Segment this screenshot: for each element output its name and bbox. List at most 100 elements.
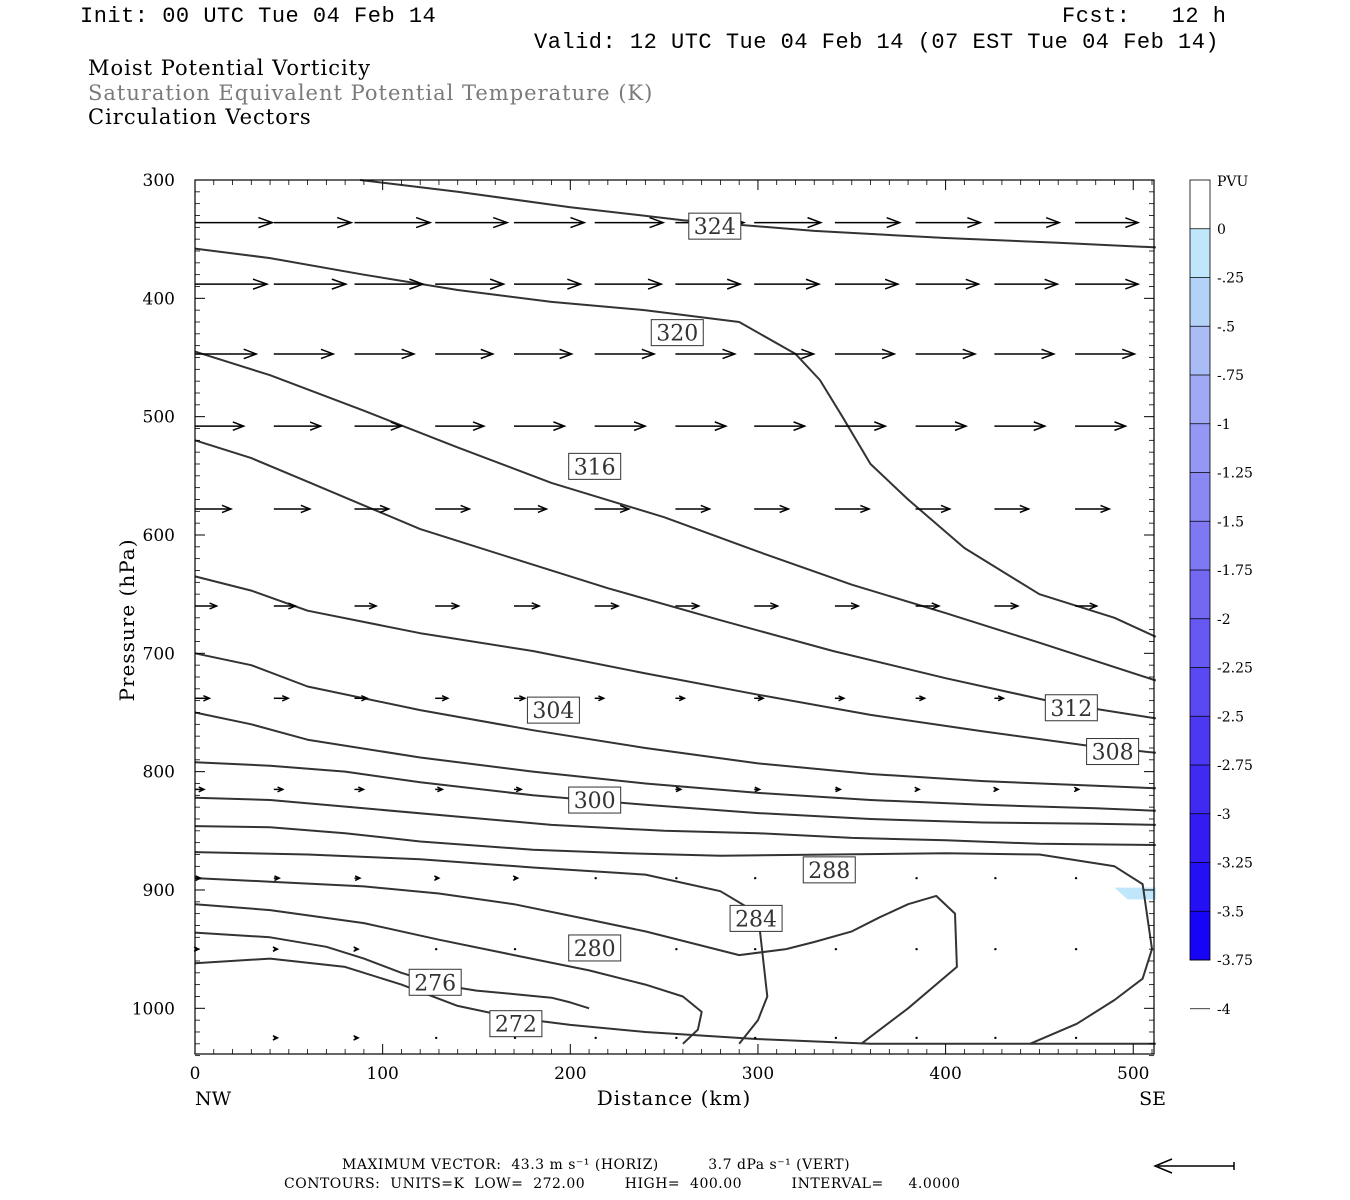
vector-arrow bbox=[594, 1036, 597, 1040]
vector-arrow bbox=[514, 348, 574, 360]
colorbar-label: -1.75 bbox=[1217, 563, 1253, 579]
vector-arrow bbox=[273, 421, 323, 431]
vector-arrow bbox=[915, 278, 981, 290]
vector-arrow bbox=[675, 602, 701, 610]
pv-shading-layer bbox=[1114, 887, 1156, 900]
contour-label-304: 304 bbox=[526, 696, 580, 724]
vector-arrow bbox=[354, 695, 369, 702]
colorbar-swatch bbox=[1190, 472, 1210, 522]
x-end-label-right: SE bbox=[1139, 1088, 1166, 1110]
vector-arrow bbox=[514, 695, 527, 702]
colorbar-label: -.75 bbox=[1217, 368, 1244, 384]
svg-text:280: 280 bbox=[574, 937, 616, 962]
vector-arrow bbox=[272, 946, 280, 952]
vector-arrow bbox=[675, 1036, 678, 1040]
vector-arrow bbox=[435, 504, 472, 514]
vector-arrow bbox=[834, 786, 843, 793]
svg-text:272: 272 bbox=[495, 1013, 537, 1038]
vector-arrow bbox=[514, 786, 523, 793]
vector-arrow bbox=[594, 602, 621, 610]
vector-arrow bbox=[273, 348, 336, 360]
valid-time: Valid: 12 UTC Tue 04 Feb 14 (07 EST Tue … bbox=[534, 30, 1220, 55]
vector-arrow bbox=[1074, 947, 1078, 951]
vector-arrow bbox=[915, 504, 952, 514]
vector-arrow bbox=[994, 602, 1020, 610]
x-tick-label: 500 bbox=[1117, 1064, 1149, 1084]
vector-arrow bbox=[1075, 602, 1099, 610]
vector-arrow bbox=[514, 421, 567, 432]
y-tick-label: 700 bbox=[143, 644, 175, 664]
contour-270 bbox=[194, 957, 1156, 1045]
svg-text:312: 312 bbox=[1050, 697, 1092, 722]
contour-312 bbox=[194, 439, 1156, 720]
contour-label-300: 300 bbox=[568, 786, 622, 814]
x-tick-label: 300 bbox=[742, 1064, 774, 1084]
vector-arrow bbox=[594, 421, 648, 432]
contour-label-288: 288 bbox=[802, 856, 856, 884]
vector-arrow bbox=[915, 348, 978, 360]
vector-arrow bbox=[195, 278, 270, 290]
x-tick-label: 0 bbox=[190, 1064, 201, 1084]
colorbar-label: -1.25 bbox=[1217, 466, 1253, 482]
vector-arrow bbox=[195, 694, 212, 702]
vector-arrow bbox=[594, 695, 606, 702]
vector-arrow bbox=[915, 1036, 918, 1040]
vector-arrow bbox=[675, 421, 728, 432]
colorbar-swatch bbox=[1190, 228, 1210, 278]
contour-label-324: 324 bbox=[688, 212, 742, 240]
vector-arrow bbox=[1073, 786, 1081, 793]
vector-arrow bbox=[753, 947, 757, 951]
vector-arrow bbox=[754, 786, 762, 793]
vector-arrow bbox=[435, 216, 510, 229]
vector-arrow bbox=[353, 946, 360, 952]
vector-arrow bbox=[354, 875, 362, 882]
vector-arrow bbox=[754, 278, 822, 290]
vector-arrow bbox=[834, 278, 901, 290]
colorbar-swatch bbox=[1190, 326, 1210, 375]
vector-arrow bbox=[915, 876, 918, 880]
svg-text:320: 320 bbox=[656, 322, 698, 347]
vector-arrow bbox=[273, 278, 349, 290]
contour-label-284: 284 bbox=[729, 904, 783, 932]
x-end-label-left: NW bbox=[195, 1088, 232, 1110]
y-tick-label: 1000 bbox=[132, 999, 175, 1019]
vector-arrow bbox=[434, 1036, 438, 1040]
vector-arrow bbox=[435, 695, 450, 702]
svg-text:288: 288 bbox=[808, 859, 850, 884]
vector-arrow bbox=[754, 421, 807, 432]
y-tick-label: 800 bbox=[143, 763, 175, 783]
contour-layer bbox=[194, 179, 1157, 1045]
vector-arrow bbox=[594, 348, 657, 360]
contour-272 bbox=[194, 931, 590, 1010]
vector-arrow bbox=[435, 786, 445, 793]
vector-arrow bbox=[195, 504, 234, 514]
colorbar-swatch bbox=[1190, 423, 1210, 473]
colorbar-title: PVU bbox=[1217, 174, 1249, 190]
vector-arrow bbox=[1075, 421, 1128, 432]
vector-arrow bbox=[594, 278, 664, 290]
svg-text:316: 316 bbox=[574, 455, 616, 480]
vector-arrow bbox=[434, 947, 438, 951]
vector-arrow bbox=[675, 947, 678, 951]
vector-arrow bbox=[273, 786, 285, 793]
contour-296 bbox=[194, 761, 1156, 826]
y-tick-label: 400 bbox=[143, 289, 175, 309]
colorbar-swatch bbox=[1190, 521, 1210, 570]
colorbar-swatch bbox=[1190, 862, 1210, 912]
vector-arrow bbox=[994, 504, 1031, 514]
colorbar-label: -3.5 bbox=[1217, 904, 1244, 920]
vector-arrow bbox=[754, 348, 816, 360]
colorbar-swatch bbox=[1190, 911, 1210, 960]
vector-arrow bbox=[675, 695, 687, 702]
init-time: Init: 00 UTC Tue 04 Feb 14 bbox=[80, 4, 437, 29]
vector-arrow bbox=[834, 421, 888, 432]
vector-arrow bbox=[354, 216, 433, 229]
vector-arrow bbox=[273, 602, 298, 610]
colorbar-label: -.5 bbox=[1217, 319, 1235, 335]
vector-arrow bbox=[675, 876, 678, 880]
vector-arrow bbox=[834, 695, 846, 702]
svg-text:276: 276 bbox=[414, 971, 456, 996]
vector-arrow bbox=[435, 421, 486, 431]
vector-arrow bbox=[354, 786, 366, 793]
vector-layer bbox=[193, 216, 1141, 1041]
